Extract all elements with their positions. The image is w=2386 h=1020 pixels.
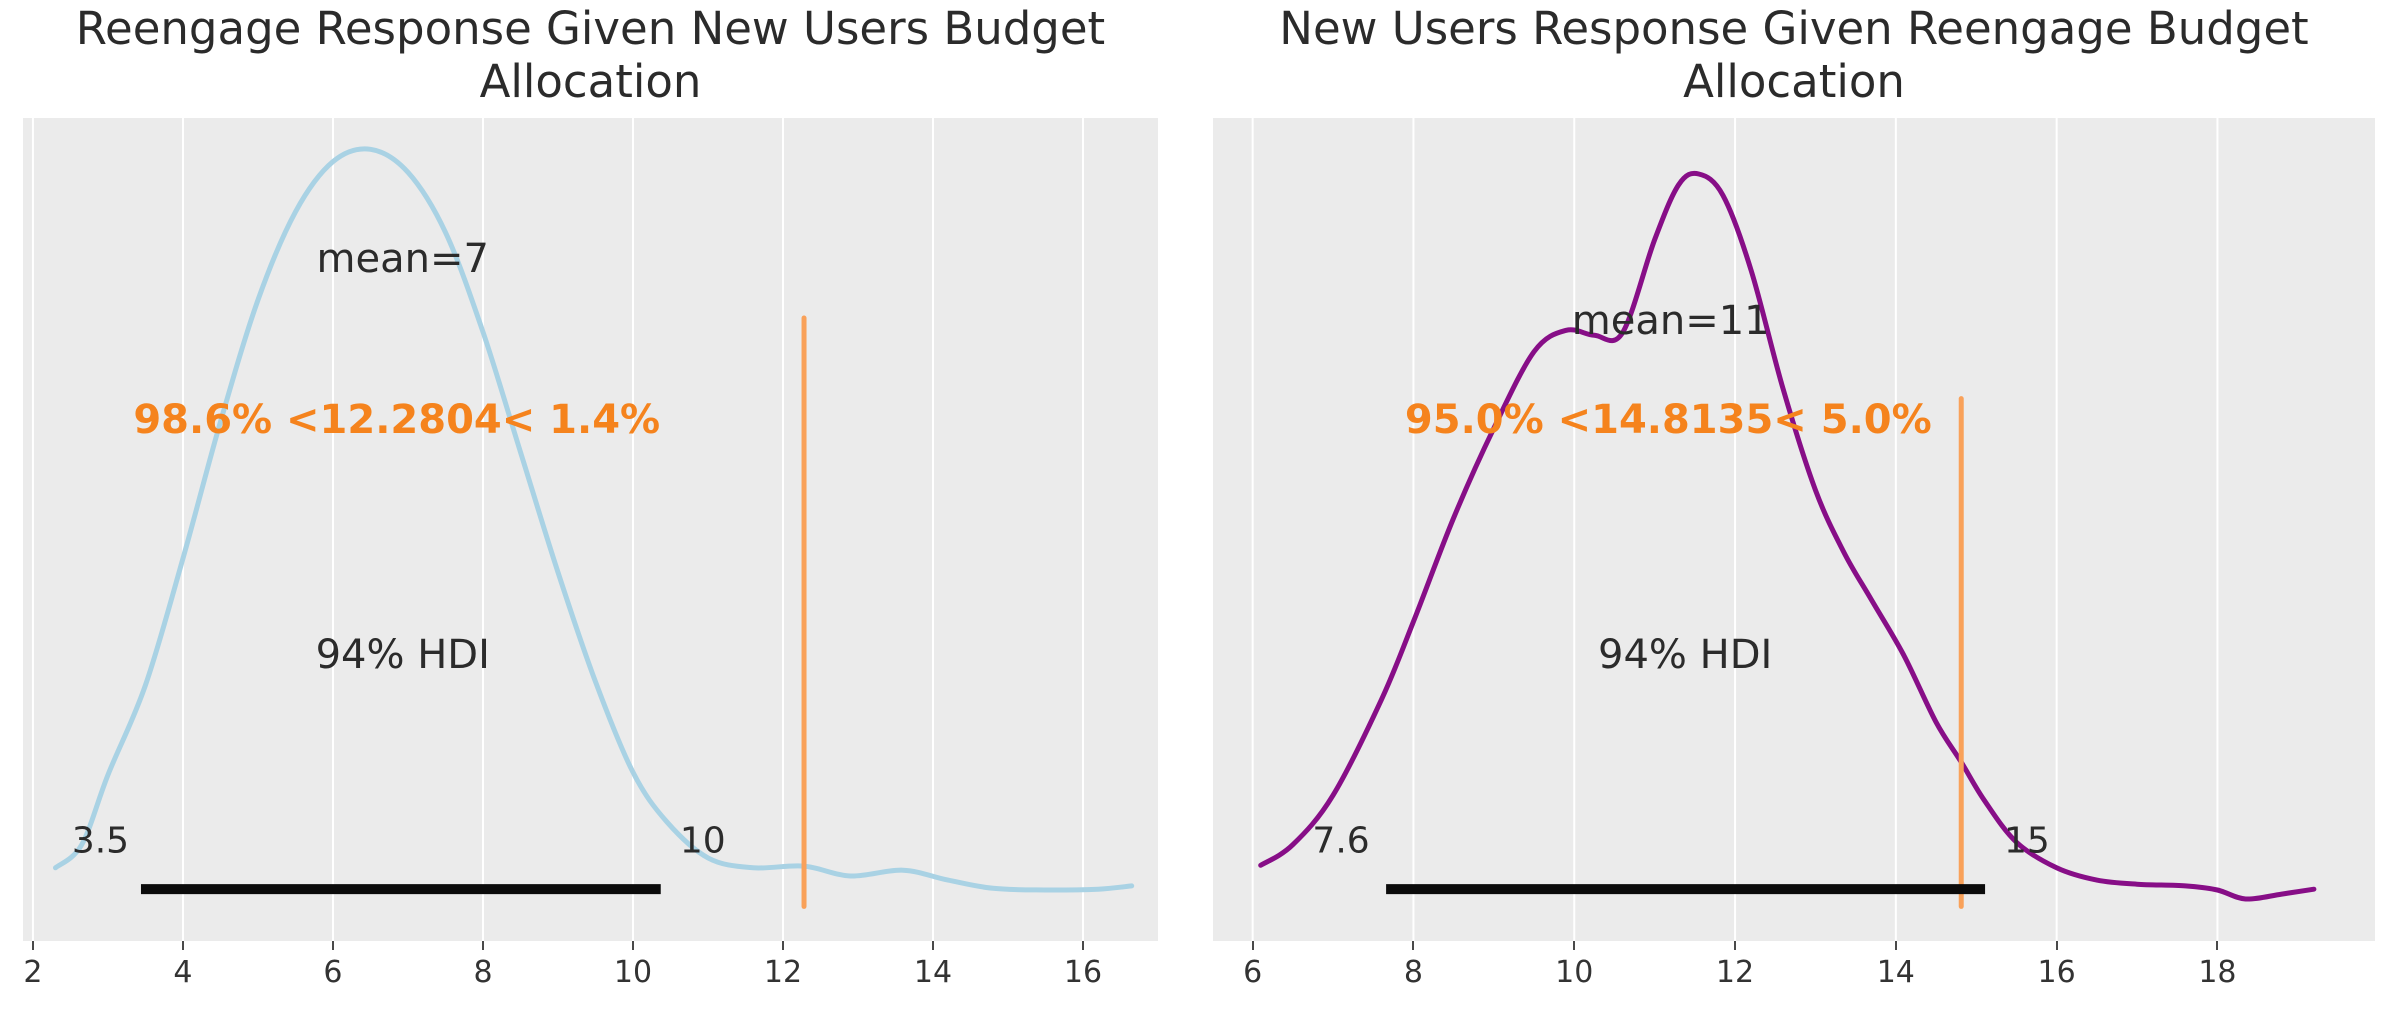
x-tick-mark [631, 941, 634, 950]
x-tick-mark [1081, 941, 1084, 950]
x-tick-label: 10 [1555, 955, 1594, 990]
kde-plot-right [1251, 118, 2317, 941]
left-panel-title-line2: Allocation [479, 55, 702, 109]
x-tick-mark [1573, 941, 1576, 950]
x-tick-label: 16 [1063, 955, 1103, 990]
x-tick-mark [1894, 941, 1897, 950]
x-tick-mark [2216, 941, 2219, 950]
x-tick-label: 16 [2037, 955, 2076, 990]
right-panel-title: New Users Response Given Reengage Budget… [1213, 2, 2375, 108]
density-panel-left: mean=7 98.6% <12.2804< 1.4% 94% HDI 3.5 10 [23, 118, 1158, 941]
x-tick-label: 4 [173, 955, 193, 990]
x-tick-label: 10 [613, 955, 653, 990]
x-tick-mark [1734, 941, 1737, 950]
x-tick-mark [481, 941, 484, 950]
x-tick-mark [331, 941, 334, 950]
x-tick-label: 12 [763, 955, 803, 990]
x-tick-label: 6 [1243, 955, 1263, 990]
x-tick-label: 14 [1876, 955, 1915, 990]
kde-curve [53, 146, 1135, 893]
x-tick-mark [781, 941, 784, 950]
left-panel-title-line1: Reengage Response Given New Users Budget [75, 2, 1106, 55]
right-panel-title-line2: Allocation [1683, 55, 1905, 109]
x-tick-mark [1251, 941, 1254, 950]
x-tick-label: 8 [1403, 955, 1423, 990]
x-tick-mark [1412, 941, 1415, 950]
right-panel-title-line1: New Users Response Given Reengage Budget [1279, 2, 2309, 55]
x-tick-label: 18 [2198, 955, 2237, 990]
kde-plot-left [31, 118, 1135, 941]
x-tick-mark [31, 941, 34, 950]
x-tick-label: 8 [473, 955, 493, 990]
density-panel-right: mean=11 95.0% <14.8135< 5.0% 94% HDI 7.6 15 [1213, 118, 2375, 941]
x-tick-label: 2 [23, 955, 43, 990]
x-tick-mark [931, 941, 934, 950]
x-tick-mark [2055, 941, 2058, 950]
x-tick-label: 6 [323, 955, 343, 990]
x-tick-mark [181, 941, 184, 950]
x-tick-label: 12 [1715, 955, 1755, 990]
kde-curve [1258, 170, 2317, 902]
left-panel-title: Reengage Response Given New Users Budget… [23, 2, 1158, 108]
x-tick-label: 14 [913, 955, 953, 990]
